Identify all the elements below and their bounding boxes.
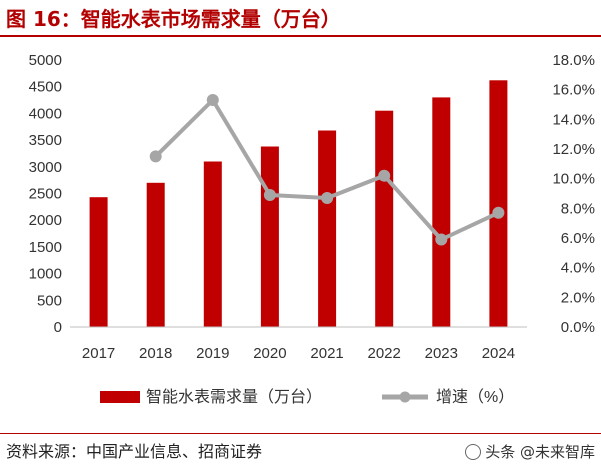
x-tick-label: 2024 bbox=[482, 345, 515, 362]
x-tick-label: 2020 bbox=[253, 345, 286, 362]
right-tick-label: 4.0% bbox=[561, 260, 595, 277]
growth-point-2021 bbox=[321, 192, 334, 204]
figure-title: 图 16：智能水表市场需求量（万台） bbox=[6, 7, 341, 31]
left-tick-label: 0 bbox=[54, 319, 62, 336]
left-tick-label: 4500 bbox=[29, 79, 62, 96]
growth-line-layer bbox=[149, 94, 505, 246]
source-note: 资料来源：中国产业信息、招商证券 bbox=[6, 442, 263, 461]
right-axis-ticks: 0.0% 2.0% 4.0% 6.0% 8.0% 10.0% 12.0% 14.0% 16.0%… bbox=[552, 52, 595, 336]
right-tick-label: 16.0% bbox=[552, 82, 595, 99]
right-tick-label: 12.0% bbox=[552, 141, 595, 158]
x-tick-label: 2017 bbox=[82, 345, 115, 362]
bar-2023 bbox=[432, 97, 451, 328]
left-axis-ticks: 0 500 1000 1500 2000 2500 3000 3500 4000 4500 5000 bbox=[29, 52, 62, 336]
bar-2019 bbox=[203, 161, 222, 327]
x-axis-ticks: 2017 2018 2019 2020 2021 2022 2023 2024 bbox=[82, 345, 515, 362]
left-tick-label: 2000 bbox=[29, 212, 62, 229]
legend-bar-label: 智能水表需求量（万台） bbox=[146, 388, 322, 406]
title-divider bbox=[0, 35, 601, 37]
bar-2017 bbox=[89, 197, 108, 327]
left-tick-label: 4000 bbox=[29, 105, 62, 122]
growth-point-2019 bbox=[206, 94, 219, 106]
bar-2018 bbox=[146, 182, 165, 327]
x-tick-label: 2023 bbox=[425, 345, 458, 362]
bar-2022 bbox=[375, 110, 394, 327]
watermark-logo-icon bbox=[465, 444, 482, 460]
right-tick-label: 14.0% bbox=[552, 111, 595, 128]
left-tick-label: 1000 bbox=[29, 266, 62, 283]
bar-2024 bbox=[489, 80, 508, 327]
growth-point-2022 bbox=[378, 169, 391, 182]
x-tick-label: 2021 bbox=[310, 345, 343, 362]
left-tick-label: 5000 bbox=[29, 52, 62, 69]
bar-2021 bbox=[318, 130, 337, 327]
bar-2020 bbox=[260, 146, 279, 327]
right-tick-label: 8.0% bbox=[561, 200, 595, 217]
x-tick-label: 2018 bbox=[139, 345, 172, 362]
left-tick-label: 1500 bbox=[29, 239, 62, 256]
growth-point-2018 bbox=[149, 150, 162, 163]
x-tick-label: 2019 bbox=[196, 345, 229, 362]
legend-line-label: 增速（%） bbox=[436, 388, 514, 406]
growth-point-2020 bbox=[263, 189, 276, 201]
growth-point-2023 bbox=[435, 233, 448, 246]
right-tick-label: 6.0% bbox=[561, 230, 595, 247]
bars-layer bbox=[89, 80, 508, 328]
legend: 智能水表需求量（万台） 增速（%） bbox=[100, 388, 514, 406]
watermark: 头条 @未来智库 bbox=[465, 441, 595, 463]
legend-line-marker bbox=[399, 391, 411, 403]
source-divider bbox=[0, 433, 601, 434]
left-tick-label: 3000 bbox=[29, 159, 62, 176]
x-tick-label: 2022 bbox=[368, 345, 401, 362]
watermark-text: 头条 @未来智库 bbox=[485, 443, 595, 461]
right-tick-label: 10.0% bbox=[552, 171, 595, 188]
right-tick-label: 0.0% bbox=[561, 319, 595, 336]
right-tick-label: 18.0% bbox=[552, 52, 595, 69]
growth-point-2024 bbox=[492, 206, 505, 219]
left-tick-label: 500 bbox=[37, 292, 62, 309]
legend-bar-swatch bbox=[100, 391, 140, 403]
right-tick-label: 2.0% bbox=[561, 289, 595, 306]
left-tick-label: 2500 bbox=[29, 186, 62, 203]
left-tick-label: 3500 bbox=[29, 132, 62, 149]
